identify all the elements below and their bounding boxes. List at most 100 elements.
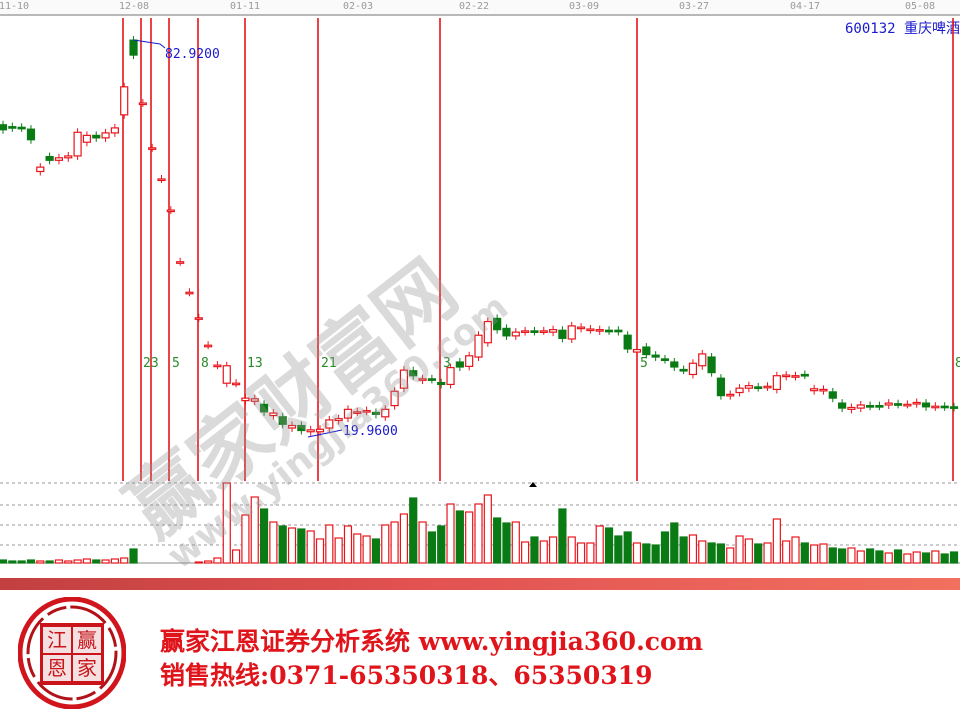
volume-bar (875, 550, 884, 564)
candle-up (148, 147, 157, 150)
candle-down (642, 346, 651, 356)
volume-bar (455, 510, 464, 564)
candle-up (567, 325, 576, 340)
volume-bar (903, 553, 912, 564)
candle-up (353, 411, 362, 414)
volume-bar (772, 518, 781, 564)
volume-bar (250, 496, 259, 564)
candle-up (231, 382, 241, 386)
volume-bar (0, 559, 8, 564)
stock-label: 600132 重庆啤酒 (844, 21, 960, 37)
candle-up (744, 385, 753, 389)
candle-down (893, 403, 903, 406)
candle-down (493, 317, 502, 331)
candle-down (875, 405, 884, 408)
logo-char: 恩 (47, 656, 67, 680)
volume-bar (810, 544, 819, 564)
volume-bar (893, 549, 903, 564)
candle-down (949, 406, 959, 409)
candle-down (371, 411, 381, 415)
candle-up (176, 261, 185, 264)
candle-up (931, 405, 940, 409)
volume-bar (371, 538, 381, 564)
volume-bar (120, 557, 129, 564)
candle-up (763, 385, 772, 389)
volume-bar (847, 547, 856, 564)
volume-bar (36, 560, 45, 564)
volume-bar (129, 548, 138, 564)
footer-bar (0, 578, 960, 590)
candle-up (194, 317, 203, 320)
volume-bar (688, 534, 698, 564)
volume-bar (623, 531, 632, 564)
volume-bar (64, 560, 73, 564)
candle-down (409, 370, 418, 377)
candle-down (828, 391, 837, 399)
candle-up (782, 374, 791, 378)
candle-up (539, 330, 548, 333)
candle-down (754, 386, 763, 390)
volume-bar (353, 533, 362, 564)
volume-bar (838, 548, 847, 564)
candle-down (129, 39, 138, 56)
company-logo: 江 赢 恩 家 (18, 597, 126, 709)
volume-bar (754, 543, 763, 564)
volume-bar (306, 530, 315, 564)
candle-down (800, 373, 809, 377)
candle-up (446, 367, 455, 386)
candle-down (0, 124, 8, 131)
candlestick-chart: 23 5 8 13 21 3 5 8 82.9200 19.9600 (0, 18, 960, 564)
volume-bar (670, 522, 679, 564)
volume-bar (17, 560, 26, 564)
candle-down (604, 329, 614, 333)
candle-up (772, 375, 781, 391)
volume-bar (8, 560, 17, 564)
volume-bar (679, 536, 688, 564)
candle-up (334, 418, 343, 422)
fibonacci-label: 13 (247, 356, 263, 371)
volume-bar (782, 540, 791, 564)
date-tick: 11-10 (0, 1, 30, 12)
candle-down (679, 368, 688, 372)
volume-bar (791, 536, 800, 564)
candle-down (838, 402, 847, 409)
logo-char: 赢 (77, 628, 97, 652)
marker-triangle (529, 482, 537, 487)
candle-down (623, 334, 632, 350)
candle-up (343, 408, 353, 419)
volume-bar (269, 521, 278, 564)
volume-bar (343, 525, 353, 564)
volume-bar (465, 511, 474, 564)
volume-bar (548, 536, 558, 564)
candle-up (250, 398, 259, 402)
volume-bar (241, 514, 250, 564)
volume-bar (437, 525, 446, 564)
candle-up (912, 401, 921, 405)
candle-up (101, 132, 110, 139)
volume-bar (642, 543, 651, 564)
volume-bar (632, 542, 642, 564)
candle-up (548, 329, 558, 333)
candle-up (166, 209, 175, 213)
logo-char: 家 (77, 656, 97, 680)
volume-bar (595, 525, 604, 564)
candle-up (856, 404, 865, 409)
volume-bar (651, 544, 660, 564)
candle-down (707, 356, 716, 374)
volume-bar (325, 524, 334, 564)
volume-bar (418, 521, 427, 564)
candle-up (632, 348, 642, 353)
volume-bar (297, 528, 306, 564)
volume-bar (399, 513, 409, 564)
volume-bar (912, 551, 921, 564)
candle-up (847, 406, 856, 410)
candle-up (390, 390, 399, 407)
candle-down (921, 402, 931, 408)
volume-bar (315, 538, 325, 564)
candle-up (287, 424, 297, 429)
candle-up (362, 409, 371, 413)
volume-bar (231, 549, 241, 564)
candle-up (791, 375, 800, 378)
fibonacci-label: 8 (201, 356, 209, 371)
volume-bar (586, 542, 595, 564)
